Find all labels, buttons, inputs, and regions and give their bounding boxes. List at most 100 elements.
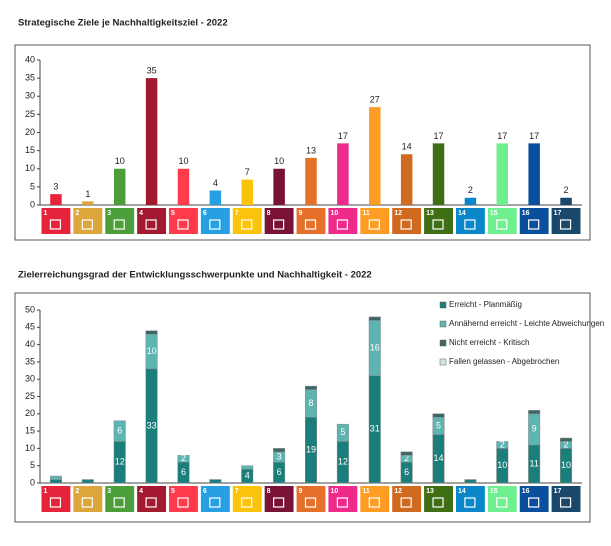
value-label: 2 [468,185,473,195]
sdg-number: 6 [203,210,207,217]
value-label: 17 [338,131,348,141]
bar [528,143,540,205]
sdg-icon [264,208,294,234]
bar [177,168,190,205]
value-label: 12 [338,457,348,467]
sdg-number: 2 [75,488,79,495]
value-label: 17 [497,131,507,141]
value-label: 3 [53,182,58,192]
sdg-glyph [559,497,572,508]
value-label: 2 [564,439,569,449]
value-label: 14 [434,453,444,463]
sdg-glyph [49,497,62,508]
y-tick-label: 20 [25,127,35,137]
sdg-icon [169,486,198,512]
sdg-glyph [177,497,189,508]
bar [305,157,317,205]
sdg-glyph [496,497,508,508]
y-tick-label: 0 [30,199,35,209]
y-tick-label: 25 [25,391,35,401]
y-tick-label: 25 [25,109,35,119]
value-label: 10 [497,460,507,470]
sdg-number: 15 [490,210,498,217]
sdg-glyph [464,497,476,508]
chart-title: Zielerreichungsgrad der Entwicklungsschw… [18,270,372,281]
bar-segment [241,465,254,470]
sdg-icon [551,486,581,512]
value-label: 6 [117,425,122,435]
sdg-number: 9 [299,210,303,217]
value-label: 35 [147,66,157,76]
value-label: 5 [340,427,345,437]
sdg-glyph [113,497,125,508]
y-tick-label: 0 [30,477,35,487]
value-label: 5 [436,420,441,430]
sdg-glyph [559,219,572,230]
sdg-glyph [273,219,285,230]
sdg-glyph [81,219,93,230]
bar-segment [528,410,541,415]
sdg-glyph [145,219,157,230]
sdg-number: 3 [107,488,111,495]
sdg-number: 12 [394,488,402,495]
value-label: 1 [85,189,90,199]
sdg-number: 14 [458,210,466,217]
sdg-icon [73,208,103,234]
sdg-number: 14 [458,488,466,495]
sdg-icon [328,208,358,234]
value-label: 10 [178,156,188,166]
y-tick-label: 35 [25,356,35,366]
sdg-glyph [209,219,221,230]
sdg-icon [232,486,262,512]
sdg-icon [519,486,549,512]
value-label: 11 [530,458,539,468]
value-label: 4 [245,470,250,480]
sdg-number: 9 [299,488,303,495]
bar-segment [145,330,158,335]
y-tick-label: 35 [25,73,35,83]
sdg-glyph [241,497,253,508]
sdg-glyph [432,219,444,230]
value-label: 10 [274,156,284,166]
legend-label: Annähernd erreicht - Leichte Abweichunge… [449,319,604,328]
bar-segment [336,423,349,442]
legend-swatch [439,320,447,328]
sdg-number: 16 [522,488,530,495]
sdg-glyph [400,497,412,508]
value-label: 2 [500,439,505,449]
sdg-icon [424,486,453,512]
chart-frame [14,292,591,523]
chart-frame [14,44,591,241]
value-label: 6 [181,467,186,477]
sdg-number: 11 [362,210,370,217]
legend-label: Erreicht - Planmäßig [449,300,522,309]
sdg-glyph [368,497,380,508]
sdg-icon [169,208,198,234]
sdg-icon [455,486,485,512]
bar-segment [496,441,509,449]
sdg-number: 7 [235,210,239,217]
value-label: 12 [115,457,125,467]
value-label: 27 [370,95,380,105]
bar [496,143,509,205]
sdg-icon [487,486,517,512]
y-tick-label: 50 [25,304,35,314]
value-label: 17 [529,131,539,141]
sdg-number: 10 [330,488,338,495]
sdg-number: 6 [203,488,207,495]
sdg-glyph [528,497,540,508]
sdg-number: 3 [107,210,111,217]
bar-segment [560,437,573,442]
sdg-number: 12 [394,210,402,217]
sdg-icon [392,486,422,512]
bar-segment [464,479,477,484]
sdg-glyph [368,219,380,230]
legend-label: Nicht erreicht - Kritisch [449,338,529,347]
bar-segment [273,448,286,453]
sdg-icon [137,486,167,512]
value-label: 7 [245,167,250,177]
sdg-icon [487,208,517,234]
bar [400,154,413,205]
sdg-icon [296,486,326,512]
sdg-glyph [273,497,285,508]
